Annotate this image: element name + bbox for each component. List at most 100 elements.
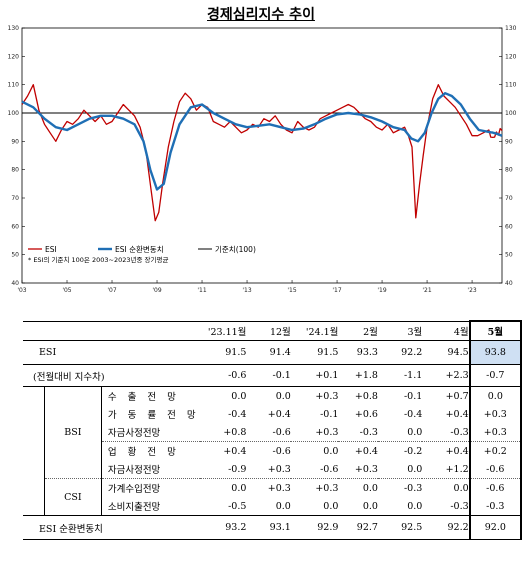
cell: 0.0 (377, 497, 423, 516)
y-tick-label-right: 130 (505, 25, 517, 32)
row-label: 소비지출전망 (100, 497, 200, 516)
cell-current: -0.7 (468, 364, 522, 387)
cell: +0.3 (246, 460, 291, 479)
cell: 93.2 (199, 515, 247, 540)
cell: -1.1 (377, 364, 423, 387)
col-header: 3월 (377, 320, 423, 341)
cell: 93.1 (246, 515, 291, 540)
cell: 0.0 (323, 445, 339, 457)
cell: +1.2 (422, 460, 470, 479)
cell-current: -0.6 (468, 478, 522, 497)
cell: -0.3 (422, 497, 470, 516)
cell: +1.8 (338, 364, 378, 387)
x-tick-label: '03 (17, 287, 26, 294)
cell: +2.3 (422, 364, 470, 387)
y-tick-label-left: 40 (11, 280, 19, 287)
cell: -0.4 (403, 408, 423, 420)
table-header-row: '23.11월 12월 '24.1월 2월 3월 4월 5월 (23, 320, 522, 341)
cell-current: +0.3 (468, 405, 522, 423)
cell: 92.2 (377, 340, 423, 365)
col-header: '24.1월 (290, 320, 339, 341)
x-tick-label: '19 (377, 287, 386, 294)
y-tick-label-right: 100 (505, 110, 517, 117)
cell-current: +0.3 (468, 423, 522, 442)
y-tick-label-right: 80 (505, 167, 513, 174)
x-tick-label: '07 (107, 287, 116, 294)
cell: +0.4 (267, 408, 291, 420)
plot-frame (21, 27, 503, 284)
x-tick-label: '13 (242, 287, 251, 294)
cell: +0.3 (315, 482, 339, 494)
row-label: ESI (23, 340, 200, 365)
y-tick-label-right: 70 (505, 195, 513, 202)
cell-current: 92.0 (468, 515, 522, 540)
cell: -0.3 (422, 423, 470, 442)
x-tick-label: '11 (197, 287, 206, 294)
table-row: ESI 순환변동치 93.2 93.1 92.9 92.7 92.5 92.2 … (23, 515, 522, 540)
x-tick-label: '09 (152, 287, 161, 294)
row-label: (전월대비 지수차) (23, 364, 200, 387)
cell: 0.0 (338, 497, 378, 516)
y-tick-label-left: 90 (11, 138, 19, 145)
cell: +0.7 (445, 390, 469, 402)
cell: +0.8 (199, 423, 247, 442)
table-row: 업 황 전 망 +0.4 -0.6 0.0 +0.4 -0.2 +0.4 +0.… (23, 441, 522, 460)
cell: 92.2 (422, 515, 470, 540)
cell: 0.0 (362, 482, 378, 494)
cell-current: +0.2 (468, 441, 522, 460)
table-row: BSI 수 출 전 망 0.0 0.0 +0.3 +0.8 -0.1 +0.7 … (23, 386, 522, 516)
cell: -0.6 (290, 460, 339, 479)
cell: +0.8 (354, 390, 378, 402)
cell: 0.0 (246, 497, 291, 516)
cell: -0.9 (199, 460, 247, 479)
y-tick-label-left: 60 (11, 223, 19, 230)
y-tick-label-left: 110 (8, 82, 20, 89)
cell: 0.0 (275, 390, 291, 402)
col-header: 4월 (422, 320, 470, 341)
cell: -0.6 (272, 445, 291, 457)
cell: 92.5 (377, 515, 423, 540)
cell: 94.5 (422, 340, 470, 365)
cell: -0.6 (199, 364, 247, 387)
legend-label: ESI (45, 245, 57, 254)
y-tick-label-left: 80 (11, 167, 19, 174)
cell: +0.3 (267, 482, 291, 494)
row-label: 가계수입전망 (100, 478, 200, 497)
esi-cyclical-line (21, 91, 503, 191)
cell: -0.5 (199, 497, 247, 516)
cell: +0.4 (445, 445, 469, 457)
cell: 92.9 (290, 515, 339, 540)
cell: 92.7 (338, 515, 378, 540)
x-tick-label: '15 (287, 287, 296, 294)
cell: 0.0 (377, 423, 423, 442)
cell: -0.1 (403, 390, 423, 402)
y-tick-label-left: 100 (8, 110, 20, 117)
table-row: 자금사정전망 -0.9 +0.3 -0.6 +0.3 0.0 +1.2 -0.6 (23, 460, 522, 479)
cell: +0.4 (445, 408, 469, 420)
legend-note: * ESI의 기준치 100은 2003~2023년중 장기평균 (28, 255, 168, 264)
col-header: '23.11월 (199, 320, 247, 341)
legend-label: 기준치(100) (215, 245, 256, 254)
cell: 0.0 (290, 497, 339, 516)
cell: -0.1 (320, 408, 339, 420)
col-header: 2월 (338, 320, 378, 341)
cell: +0.6 (354, 408, 378, 420)
page-title: 경제심리지수 추이 (207, 7, 315, 23)
col-header: 12월 (246, 320, 291, 341)
cell: 0.0 (453, 482, 469, 494)
y-tick-label-right: 50 (505, 252, 513, 259)
cell: -0.6 (246, 423, 291, 442)
table-row: 가 동 률 전 망 -0.4 +0.4 -0.1 +0.6 -0.4 +0.4 … (23, 405, 522, 423)
cell: -0.3 (403, 482, 423, 494)
cell: +0.3 (315, 390, 339, 402)
cell: 0.0 (231, 482, 247, 494)
table-row: (전월대비 지수차) -0.6 -0.1 +0.1 +1.8 -1.1 +2.3… (23, 364, 522, 387)
cell: +0.4 (223, 445, 247, 457)
cell-current: -0.3 (468, 497, 522, 516)
legend-label: ESI 순환변동치 (115, 244, 164, 254)
y-tick-label-left: 70 (11, 195, 19, 202)
y-tick-label-left: 50 (11, 252, 19, 259)
cell: 91.5 (199, 340, 247, 365)
cell-current: 0.0 (468, 386, 522, 405)
cell: +0.1 (290, 364, 339, 387)
